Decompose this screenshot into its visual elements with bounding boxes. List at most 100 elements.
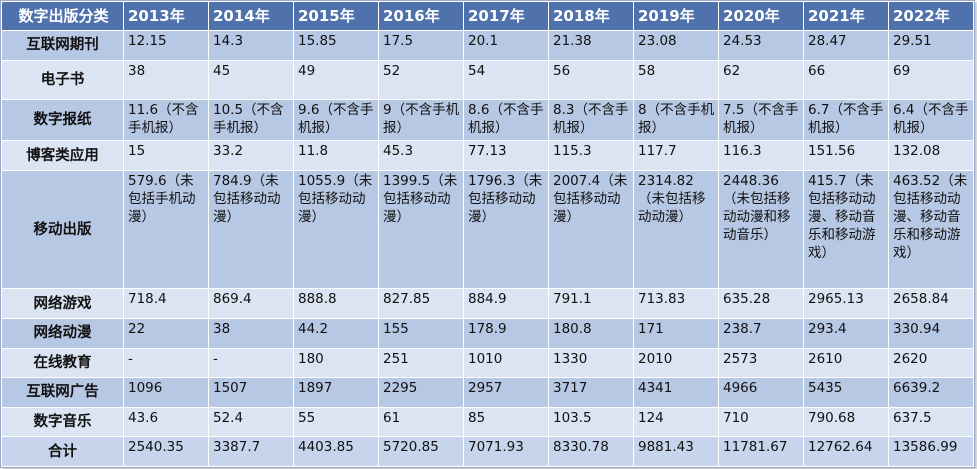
table-cell: 85 bbox=[463, 406, 549, 438]
table-cell: 6.7（不含手机报） bbox=[803, 99, 889, 142]
table-cell: 45.3 bbox=[378, 140, 464, 171]
table-cell: 28.47 bbox=[803, 30, 889, 61]
row-header-category: 博客类应用 bbox=[1, 140, 124, 171]
table-cell: 180.8 bbox=[548, 317, 634, 349]
table-cell: 69 bbox=[888, 59, 974, 101]
table-cell: 44.2 bbox=[293, 317, 379, 349]
table-cell: 58 bbox=[633, 59, 719, 101]
table-cell: 827.85 bbox=[378, 288, 464, 319]
table-cell: 2620 bbox=[888, 347, 974, 379]
row-header-category: 移动出版 bbox=[1, 169, 124, 290]
table-cell: - bbox=[123, 347, 209, 379]
table-cell: 132.08 bbox=[888, 140, 974, 171]
table-cell: 2610 bbox=[803, 347, 889, 379]
column-header-year: 2017年 bbox=[463, 1, 549, 31]
table-cell: 9881.43 bbox=[633, 436, 719, 467]
row-header-category: 互联网广告 bbox=[1, 377, 124, 408]
table-cell: 11781.67 bbox=[718, 436, 804, 467]
table-cell: 5435 bbox=[803, 377, 889, 408]
table-cell: 2007.4（未包括移动动漫） bbox=[548, 169, 634, 290]
table-cell: 3717 bbox=[548, 377, 634, 408]
table-cell: 115.3 bbox=[548, 140, 634, 171]
table-cell: 463.52（未包括移动动漫、移动音乐和移动游戏） bbox=[888, 169, 974, 290]
table-cell: 13586.99 bbox=[888, 436, 974, 467]
table-cell: 9（不含手机报） bbox=[378, 99, 464, 142]
table-cell: 1096 bbox=[123, 377, 209, 408]
table-cell: 54 bbox=[463, 59, 549, 101]
table-cell: 62 bbox=[718, 59, 804, 101]
table-cell: 45 bbox=[208, 59, 294, 101]
column-header-category: 数字出版分类 bbox=[1, 1, 124, 31]
table-cell: 14.3 bbox=[208, 30, 294, 61]
table-cell: 8.3（不含手机报） bbox=[548, 99, 634, 142]
table-cell: 49 bbox=[293, 59, 379, 101]
table-cell: 124 bbox=[633, 406, 719, 438]
table-cell: 330.94 bbox=[888, 317, 974, 349]
table-cell: 635.28 bbox=[718, 288, 804, 319]
table-cell: 1010 bbox=[463, 347, 549, 379]
table-cell: 718.4 bbox=[123, 288, 209, 319]
table-cell: 884.9 bbox=[463, 288, 549, 319]
table-cell: 155 bbox=[378, 317, 464, 349]
table-cell: 52.4 bbox=[208, 406, 294, 438]
column-header-year: 2021年 bbox=[803, 1, 889, 31]
table-cell: 2957 bbox=[463, 377, 549, 408]
table-cell: 6639.2 bbox=[888, 377, 974, 408]
table-cell: 171 bbox=[633, 317, 719, 349]
table-cell: 1055.9（未包括移动动漫） bbox=[293, 169, 379, 290]
table-cell: 103.5 bbox=[548, 406, 634, 438]
table-row: 移动出版 579.6（未包括手机动漫） 784.9（未包括移动动漫） 1055.9（未… bbox=[1, 169, 974, 290]
table-cell: 10.5（不含手机报） bbox=[208, 99, 294, 142]
table-cell: 15.85 bbox=[293, 30, 379, 61]
table-cell: 5720.85 bbox=[378, 436, 464, 467]
row-header-category: 数字音乐 bbox=[1, 406, 124, 438]
table-cell: - bbox=[208, 347, 294, 379]
table-cell: 66 bbox=[803, 59, 889, 101]
column-header-year: 2020年 bbox=[718, 1, 804, 31]
table-cell: 22 bbox=[123, 317, 209, 349]
table-row: 网络动漫 22 38 44.2 155 178.9 180.8 171 238.7 293.4 33… bbox=[1, 317, 974, 349]
table-cell: 4966 bbox=[718, 377, 804, 408]
table-row: 电子书 38 45 49 52 54 56 58 62 66 69 bbox=[1, 59, 974, 101]
table-cell: 2295 bbox=[378, 377, 464, 408]
table-cell: 11.6（不含手机报） bbox=[123, 99, 209, 142]
table-cell: 637.5 bbox=[888, 406, 974, 438]
table-cell: 791.1 bbox=[548, 288, 634, 319]
table-cell: 24.53 bbox=[718, 30, 804, 61]
column-header-year: 2019年 bbox=[633, 1, 719, 31]
table-row: 在线教育 - -180 251 1010 1330 2010 2573 2610 2620 bbox=[1, 347, 974, 379]
table-cell: 251 bbox=[378, 347, 464, 379]
column-header-year: 2022年 bbox=[888, 1, 974, 31]
table-row: 互联网广告 1096 1507 1897 2295 2957 3717 4341 4966 543… bbox=[1, 377, 974, 408]
table-cell: 55 bbox=[293, 406, 379, 438]
table-cell: 8（不含手机报） bbox=[633, 99, 719, 142]
table-cell: 869.4 bbox=[208, 288, 294, 319]
table-cell: 3387.7 bbox=[208, 436, 294, 467]
table-cell: 790.68 bbox=[803, 406, 889, 438]
row-header-category: 网络游戏 bbox=[1, 288, 124, 319]
table-cell: 33.2 bbox=[208, 140, 294, 171]
table-cell: 23.08 bbox=[633, 30, 719, 61]
table-cell: 151.56 bbox=[803, 140, 889, 171]
table-cell: 2010 bbox=[633, 347, 719, 379]
column-header-year: 2018年 bbox=[548, 1, 634, 31]
table-row: 网络游戏 718.4 869.4 888.8 827.85 884.9 791.1 713.8… bbox=[1, 288, 974, 319]
table-cell: 1330 bbox=[548, 347, 634, 379]
table-cell: 178.9 bbox=[463, 317, 549, 349]
table-cell: 713.83 bbox=[633, 288, 719, 319]
table-cell: 20.1 bbox=[463, 30, 549, 61]
header-row: 数字出版分类 2013年 2014年 2015年 2016年 2017年 2018年 2019… bbox=[1, 1, 974, 31]
table-cell: 11.8 bbox=[293, 140, 379, 171]
table-cell: 415.7（未包括移动动漫、移动音乐和移动游戏） bbox=[803, 169, 889, 290]
table-cell: 6.4（不含手机报） bbox=[888, 99, 974, 142]
table-cell: 38 bbox=[123, 59, 209, 101]
table-cell: 2658.84 bbox=[888, 288, 974, 319]
table-cell: 784.9（未包括移动动漫） bbox=[208, 169, 294, 290]
table-cell: 29.51 bbox=[888, 30, 974, 61]
table-cell: 38 bbox=[208, 317, 294, 349]
table-cell: 2965.13 bbox=[803, 288, 889, 319]
row-header-category: 在线教育 bbox=[1, 347, 124, 379]
table-row: 互联网期刊 12.15 14.3 15.85 17.5 20.1 21.38 23.08 24.… bbox=[1, 30, 974, 61]
table-cell: 7071.93 bbox=[463, 436, 549, 467]
